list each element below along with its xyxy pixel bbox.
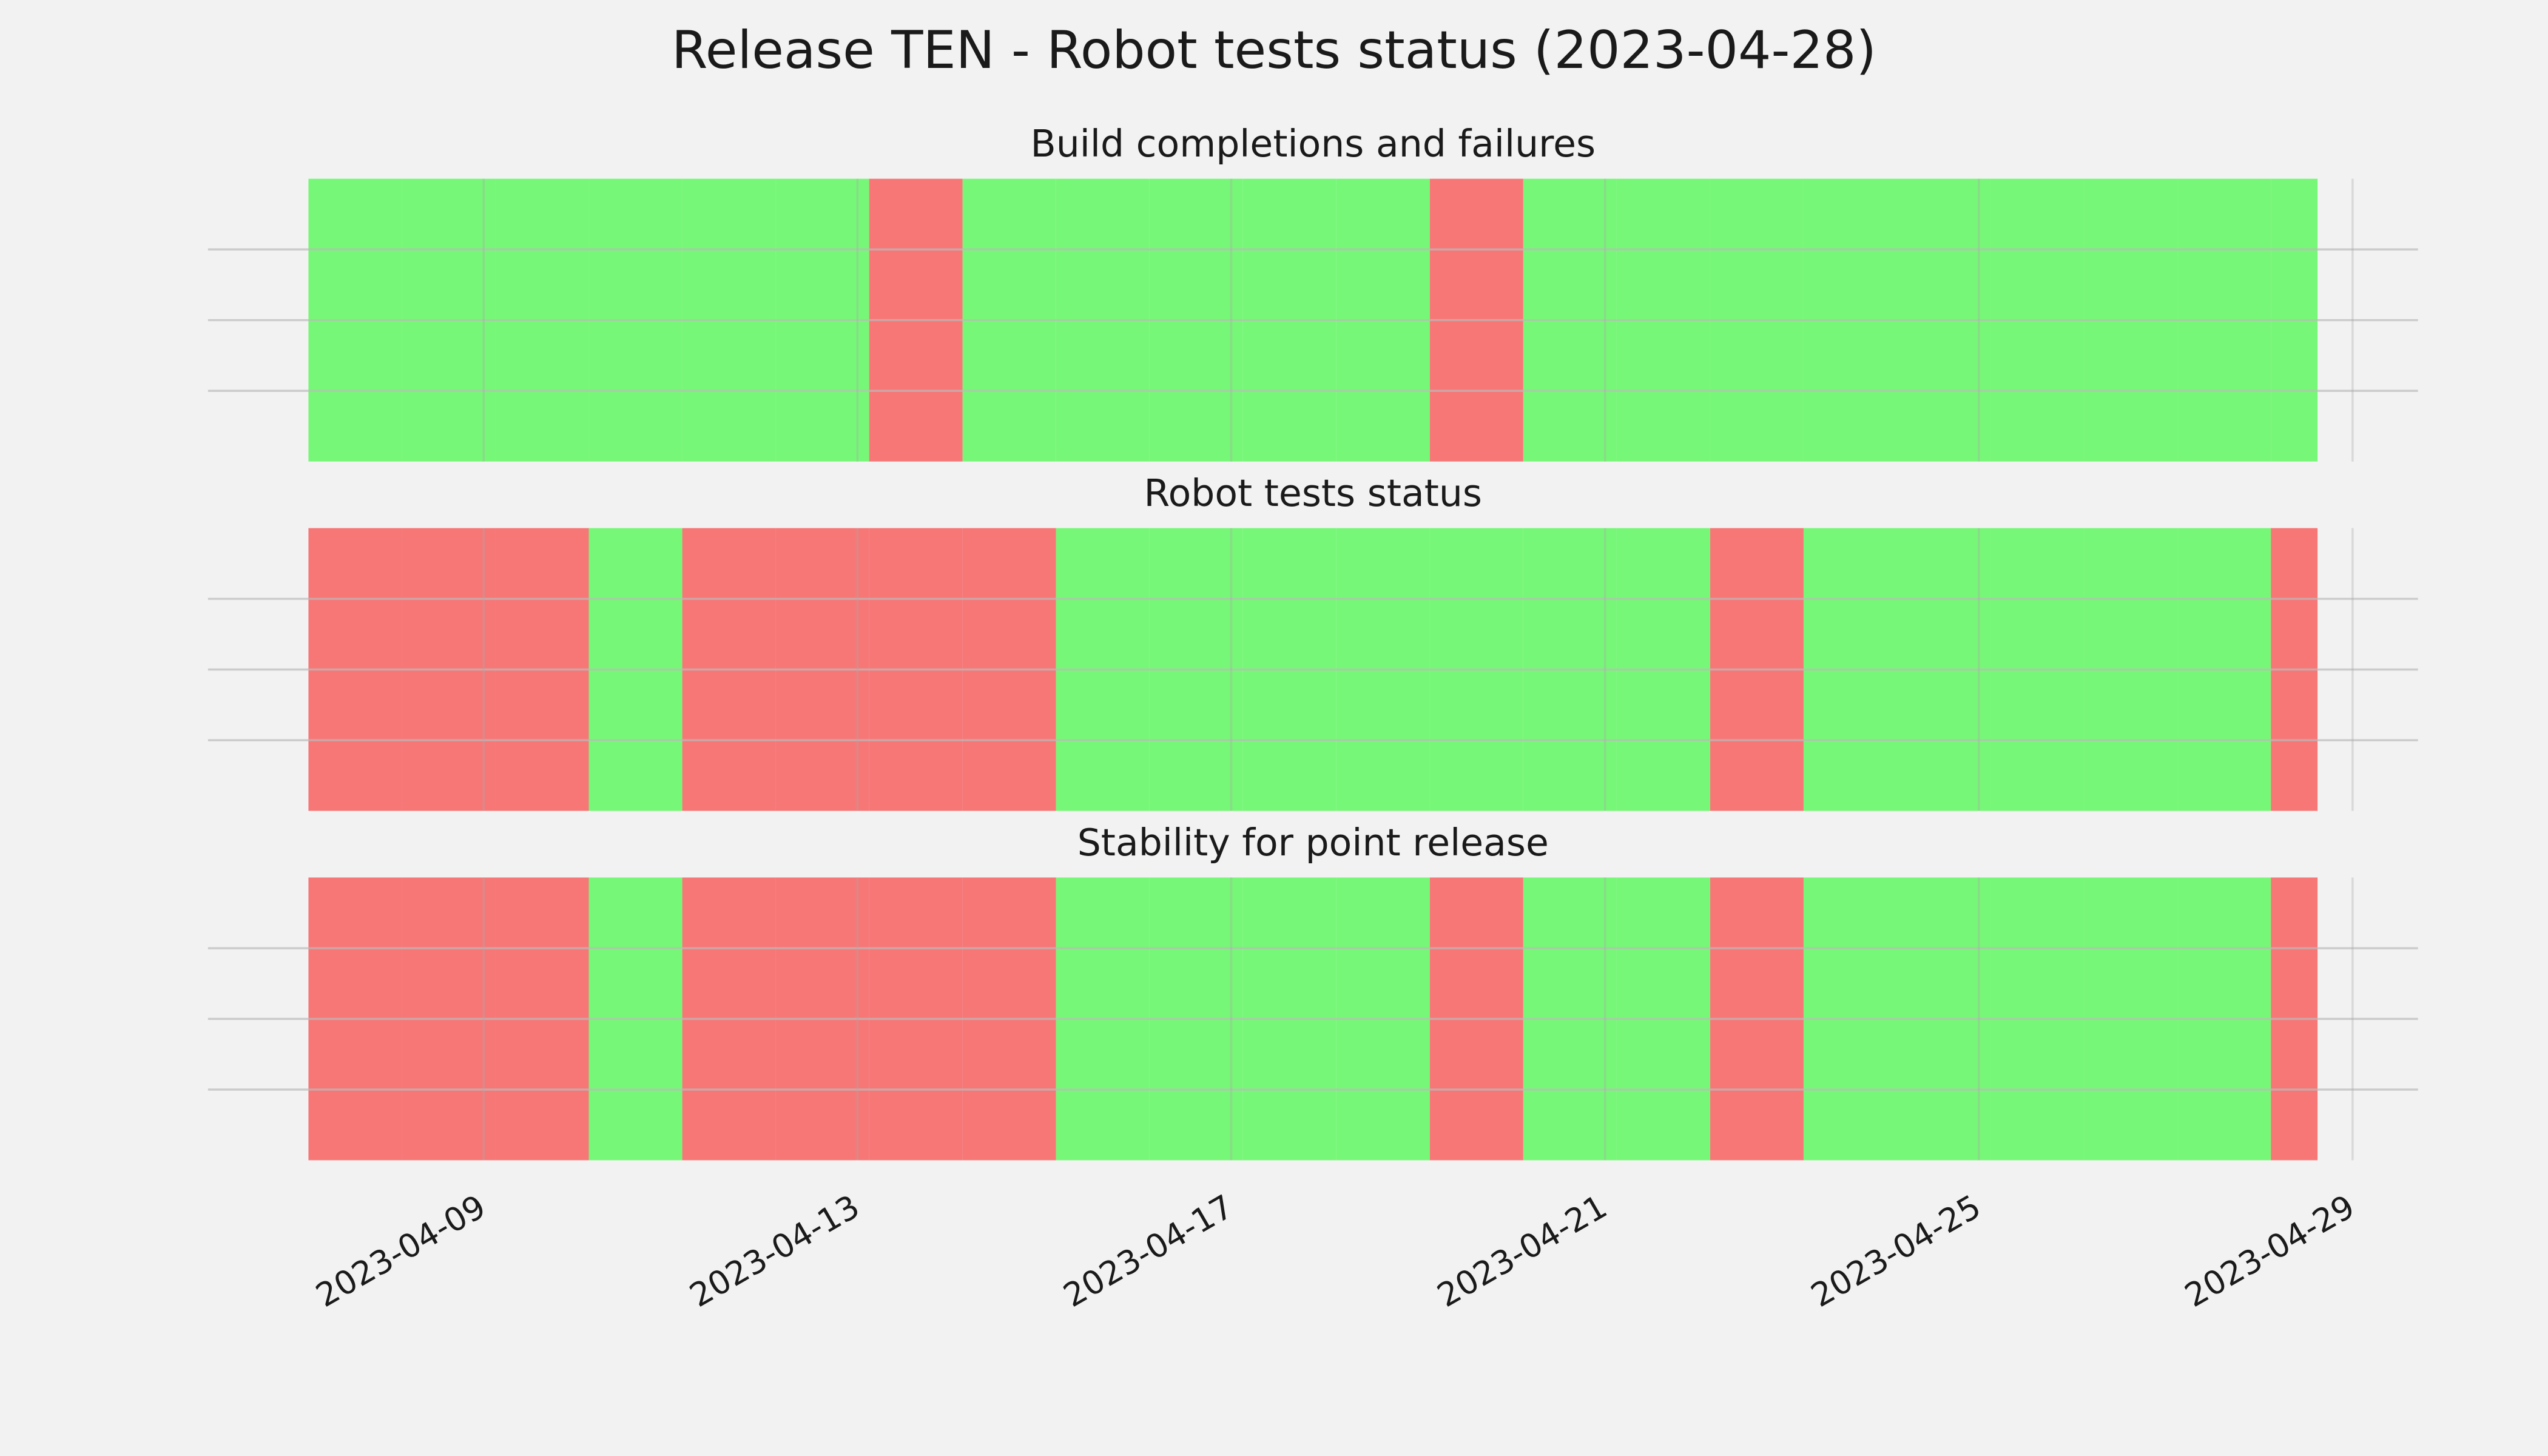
panel-title: Build completions and failures — [1030, 122, 1596, 166]
panel-title: Robot tests status — [1144, 471, 1482, 515]
chart-title: Release TEN - Robot tests status (2023-0… — [672, 20, 1876, 81]
panel-title: Stability for point release — [1077, 821, 1549, 864]
